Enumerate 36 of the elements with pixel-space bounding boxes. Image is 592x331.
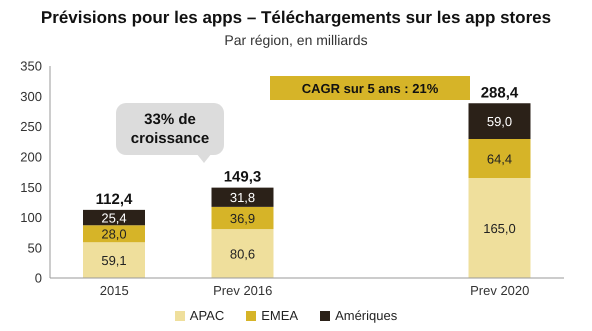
y-tick-label: 200 — [20, 149, 42, 164]
legend-label: Amériques — [334, 308, 398, 323]
bar — [83, 242, 145, 278]
total-label: 288,4 — [480, 84, 519, 102]
total-label: 149,3 — [224, 168, 262, 186]
data-label: 64,4 — [486, 152, 512, 167]
y-tick-label: 350 — [20, 58, 42, 74]
x-tick-label: 2015 — [100, 283, 129, 298]
bar — [468, 178, 530, 278]
legend-label: EMEA — [260, 308, 298, 323]
chart-subtitle: Par région, en milliards — [223, 32, 369, 48]
data-label: 165,0 — [483, 221, 516, 236]
data-label: 36,9 — [230, 211, 256, 226]
total-label: 112,4 — [96, 190, 134, 208]
x-tick-label: Prev 2016 — [213, 283, 272, 298]
chart-title: Prévisions pour les apps – Téléchargements sur les app stores — [40, 8, 552, 28]
data-label: 80,6 — [230, 246, 256, 262]
data-label: 25,4 — [101, 210, 127, 226]
bar — [212, 188, 274, 207]
y-tick-label: 150 — [20, 180, 42, 195]
text-box: CAGR sur 5 ans : 21% — [270, 76, 470, 100]
data-label: 59,1 — [101, 253, 127, 268]
y-tick-label: 250 — [20, 119, 42, 134]
y-tick-label: 0 — [34, 270, 42, 286]
bar — [468, 103, 530, 140]
x-tick-label: Prev 2020 — [470, 283, 530, 298]
data-label: 28,0 — [101, 226, 127, 242]
data-label: 59,0 — [486, 114, 512, 130]
data-label: 31,8 — [230, 190, 256, 206]
bar — [468, 139, 530, 178]
bar — [212, 206, 274, 230]
y-tick-label: 50 — [28, 240, 42, 256]
bar — [212, 229, 274, 278]
y-tick-label: 100 — [20, 210, 42, 226]
legend-label: APAC — [188, 308, 224, 323]
y-tick-label: 300 — [20, 88, 42, 104]
